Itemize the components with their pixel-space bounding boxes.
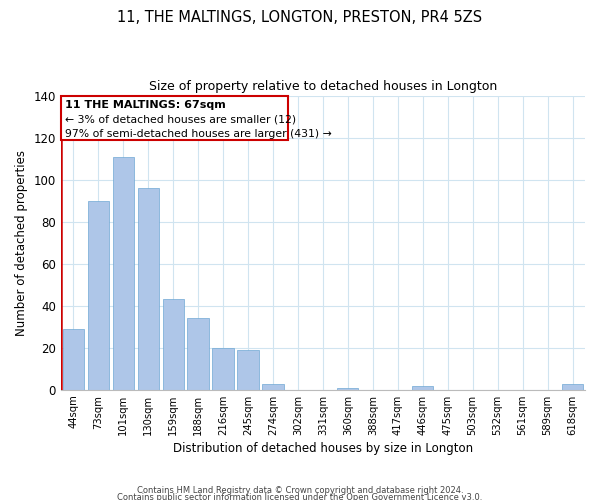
Bar <box>262 384 284 390</box>
Text: 11, THE MALTINGS, LONGTON, PRESTON, PR4 5ZS: 11, THE MALTINGS, LONGTON, PRESTON, PR4 … <box>118 10 482 25</box>
Text: ← 3% of detached houses are smaller (12): ← 3% of detached houses are smaller (12) <box>65 114 296 124</box>
Bar <box>562 384 583 390</box>
Bar <box>238 350 259 390</box>
Title: Size of property relative to detached houses in Longton: Size of property relative to detached ho… <box>149 80 497 93</box>
Bar <box>61 96 288 140</box>
Text: Contains public sector information licensed under the Open Government Licence v3: Contains public sector information licen… <box>118 494 482 500</box>
Bar <box>163 300 184 390</box>
Text: 11 THE MALTINGS: 67sqm: 11 THE MALTINGS: 67sqm <box>65 100 225 110</box>
Bar <box>88 200 109 390</box>
Bar <box>62 329 84 390</box>
Y-axis label: Number of detached properties: Number of detached properties <box>15 150 28 336</box>
Bar <box>337 388 358 390</box>
Text: Contains HM Land Registry data © Crown copyright and database right 2024.: Contains HM Land Registry data © Crown c… <box>137 486 463 495</box>
Bar <box>137 188 159 390</box>
Bar <box>212 348 233 390</box>
Bar <box>113 156 134 390</box>
Bar <box>187 318 209 390</box>
Bar <box>412 386 433 390</box>
X-axis label: Distribution of detached houses by size in Longton: Distribution of detached houses by size … <box>173 442 473 455</box>
Text: 97% of semi-detached houses are larger (431) →: 97% of semi-detached houses are larger (… <box>65 129 331 139</box>
